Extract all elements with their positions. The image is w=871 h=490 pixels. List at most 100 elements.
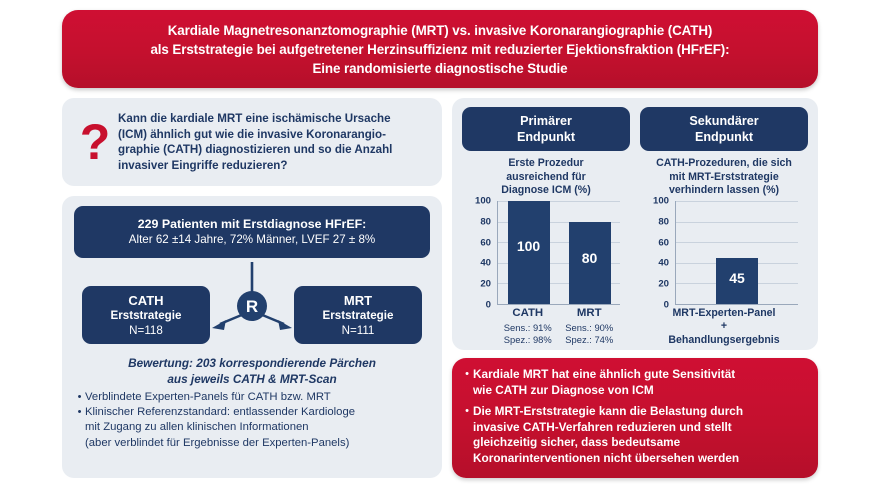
secondary-endpoint-header: Sekundärer Endpunkt [640, 107, 808, 151]
title-line-1: Kardiale Magnetresonanztomographie (MRT)… [167, 22, 713, 38]
list-item-body: Klinischer Referenzstandard: entlassende… [85, 405, 355, 451]
secondary-chart-title-line-1: CATH-Prozeduren, die sich [656, 157, 792, 169]
y-tick: 100 [652, 195, 669, 207]
y-tick: 40 [658, 257, 669, 269]
research-question-text: Kann die kardiale MRT eine ischämische U… [118, 111, 392, 173]
randomization-letter: R [246, 297, 258, 316]
method-bullet-list: • Verblindete Experten-Panels für CATH b… [74, 390, 430, 451]
title-banner: Kardiale Magnetresonanztomographie (MRT)… [62, 10, 818, 88]
primary-y-axis: 100 80 60 40 20 0 [470, 196, 494, 311]
secondary-bars: 45 [676, 201, 798, 304]
randomization-flow: R CATH Erststrategie N=118 MRT Erststrat… [74, 262, 430, 350]
stats-mrt: Sens.: 90% Spez.: 74% [559, 322, 621, 346]
bullet-2-line-2: mit Zugang zu allen klinischen Informati… [85, 421, 309, 434]
y-tick: 20 [480, 278, 491, 290]
y-tick: 0 [485, 299, 491, 311]
bar-mrt: 80 [568, 221, 611, 304]
bullet-marker-icon: • [77, 406, 82, 419]
title-line-3: Eine randomisierte diagnostische Studie [312, 60, 568, 76]
arm-cath-strategy: Erststrategie [110, 308, 182, 322]
mrt-specificity: Spez.: 74% [565, 334, 614, 346]
bar-value-label: 80 [581, 249, 598, 266]
bullet-2-line-1: Klinischer Referenzstandard: entlassende… [85, 406, 356, 419]
randomization-label-layer: R [246, 297, 258, 316]
secondary-y-axis: 100 80 60 40 20 0 [648, 196, 672, 311]
conclusion-2-line-4: Koronarinterventionen nicht übersehen we… [473, 450, 740, 465]
secondary-chart-title-line-3: verhindern lassen (%) [668, 184, 780, 197]
primary-chart-title-line-1: Erste Prozedur [508, 157, 584, 169]
question-line-4: invasiver Eingriffe reduzieren? [118, 158, 288, 172]
evaluation-heading-line-2: aus jeweils CATH & MRT-Scan [167, 371, 337, 386]
x-label-mrt: MRT [576, 307, 602, 319]
research-question-panel: ? Kann die kardiale MRT eine ischämische… [62, 98, 442, 186]
primary-endpoint-chart: Primärer Endpunkt Erste Prozedur ausreic… [462, 107, 630, 345]
bullet-marker-icon: • [465, 405, 469, 418]
primary-endpoint-heading-line-1: Primärer [520, 114, 572, 128]
title-line-2: als Erststrategie bei aufgetretener Herz… [150, 41, 730, 57]
secondary-plot-area: 45 [675, 201, 798, 305]
y-tick: 20 [658, 278, 669, 290]
secondary-chart-title-line-2: mit MRT-Erststrategie [669, 170, 779, 183]
bar-slot: 80 [559, 201, 620, 304]
secondary-x-line-3: Behandlungsergebnis [668, 333, 780, 346]
y-tick: 80 [658, 216, 669, 228]
conclusion-1-line-2: wie CATH zur Diagnose von ICM [473, 382, 654, 397]
bullet-marker-icon: • [465, 368, 469, 380]
secondary-endpoint-heading-line-2: Endpunkt [694, 130, 754, 144]
bullet-2-line-3: (aber verblindet für Ergebnisse der Expe… [85, 436, 350, 449]
secondary-endpoint-heading-line-1: Sekundärer [689, 114, 759, 128]
secondary-x-line-2: + [720, 320, 728, 333]
flow-connectors [212, 262, 292, 330]
gridline [498, 262, 620, 264]
list-item: • Verblindete Experten-Panels für CATH b… [74, 390, 430, 405]
secondary-x-label: MRT-Experten-Panel + Behandlungsergebnis [648, 307, 800, 347]
arm-cath-name: CATH [128, 292, 164, 308]
y-tick: 60 [480, 237, 491, 249]
primary-bars: 100 80 [498, 201, 620, 304]
study-design-panel: 229 Patienten mit Erstdiagnose HFrEF: Al… [62, 196, 442, 478]
x-label-cath: CATH [512, 307, 544, 319]
primary-chart-title-line-3: Diagnose ICM (%) [501, 184, 591, 197]
gridline [498, 242, 620, 244]
y-tick: 40 [480, 257, 491, 269]
primary-chart-title: Erste Prozedur ausreichend für Diagnose … [501, 157, 590, 199]
primary-endpoint-header: Primärer Endpunkt [462, 107, 630, 151]
primary-x-stats: Sens.: 91% Spez.: 98% Sens.: 90% Spez.: … [497, 322, 620, 346]
conclusion-2-line-1: Die MRT-Erststrategie kann die Belastung… [473, 404, 744, 419]
gridline [676, 221, 798, 223]
conclusion-2-line-2: invasive CATH-Verfahren reduzieren und s… [473, 419, 732, 434]
mrt-sensitivity: Sens.: 90% [565, 322, 614, 333]
arm-mrt-name: MRT [343, 292, 373, 308]
y-tick: 100 [474, 195, 491, 207]
cohort-title: 229 Patienten mit Erstdiagnose HFrEF: [137, 217, 367, 231]
cath-sensitivity: Sens.: 91% [503, 322, 552, 333]
bar-value-label: 45 [729, 270, 745, 287]
list-item: • Klinischer Referenzstandard: entlassen… [74, 405, 430, 451]
secondary-plot: 100 80 60 40 20 0 45 [648, 196, 800, 346]
primary-x-labels: CATH MRT [497, 307, 620, 319]
gridline [498, 221, 620, 223]
results-charts-panel: Primärer Endpunkt Erste Prozedur ausreic… [452, 98, 818, 350]
gridline [676, 201, 798, 202]
conclusion-item-body: Die MRT-Erststrategie kann die Belastung… [473, 404, 743, 466]
primary-chart-title-line-2: ausreichend für [506, 170, 586, 183]
conclusion-item: • Kardiale MRT hat eine ähnlich gute Sen… [461, 367, 806, 398]
conclusion-1-line-1: Kardiale MRT hat eine ähnlich gute Sensi… [473, 367, 736, 381]
cohort-subtitle: Alter 62 ±14 Jahre, 72% Männer, LVEF 27 … [128, 233, 376, 246]
gridline [498, 283, 620, 285]
bullet-1-line-1: Verblindete Experten-Panels für CATH bzw… [85, 391, 331, 403]
evaluation-heading-line-1: Bewertung: 203 korrespondierende Pärchen [128, 356, 376, 370]
study-arm-mrt: MRT Erststrategie N=111 [294, 286, 422, 344]
gridline [498, 201, 620, 202]
conclusion-2-line-3: gleichzeitig sicher, dass bedeutsame [473, 435, 681, 450]
question-line-2: (ICM) ähnlich gut wie die invasive Koron… [118, 127, 386, 141]
list-item-body: Verblindete Experten-Panels für CATH bzw… [85, 390, 331, 405]
primary-plot: 100 80 60 40 20 0 100 [470, 196, 622, 345]
bar-slot: 100 [498, 201, 559, 304]
conclusion-box: • Kardiale MRT hat eine ähnlich gute Sen… [452, 358, 818, 478]
cohort-box: 229 Patienten mit Erstdiagnose HFrEF: Al… [74, 206, 430, 258]
bar-slot: 45 [676, 201, 798, 304]
secondary-endpoint-chart: Sekundärer Endpunkt CATH-Prozeduren, die… [640, 107, 808, 346]
arm-mrt-n: N=111 [341, 323, 375, 337]
